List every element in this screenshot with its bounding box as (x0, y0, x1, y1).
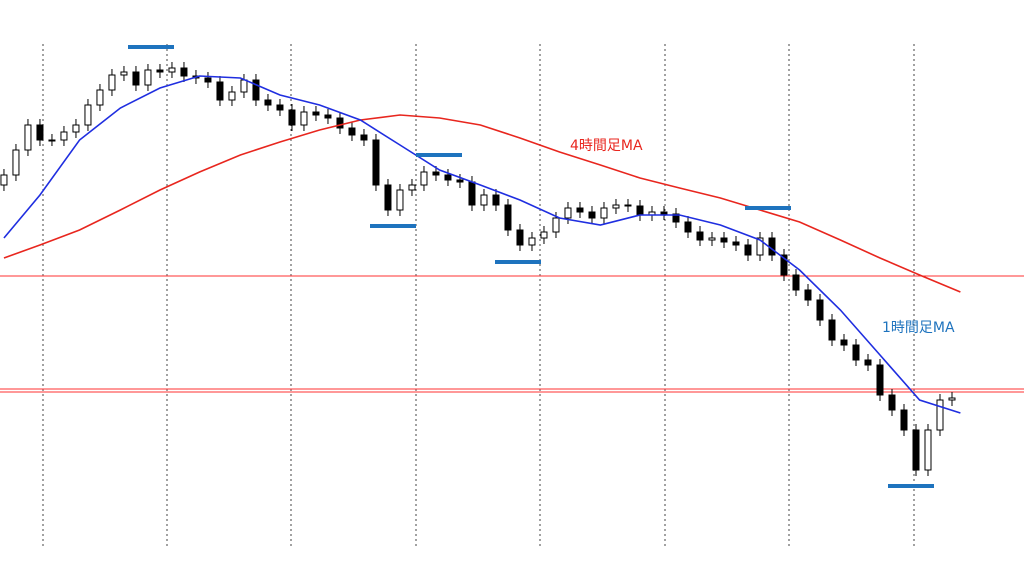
candle-body (276, 104, 284, 111)
candle-body (324, 114, 332, 119)
plot (0, 62, 1024, 476)
candle-body (228, 91, 236, 101)
candle-body (876, 364, 884, 396)
candle-body (336, 117, 344, 129)
candle-body (264, 99, 272, 106)
candle-body (612, 204, 620, 209)
candle-body (708, 237, 716, 241)
candle-body (852, 344, 860, 361)
candle-body (924, 429, 932, 471)
candle-body (108, 74, 116, 91)
candle-body (252, 79, 260, 101)
candle-body (936, 399, 944, 431)
candle-body (0, 174, 8, 186)
candle-body (720, 237, 728, 243)
candle-body (288, 109, 296, 126)
candle-body (204, 77, 212, 83)
candle-body (948, 397, 956, 401)
candle-body (528, 237, 536, 246)
candle-body (588, 211, 596, 219)
candle-body (552, 217, 560, 233)
candle-body (12, 149, 20, 176)
candle-body (696, 231, 704, 241)
candle-body (540, 231, 548, 239)
candle-body (360, 134, 368, 141)
candle-body (120, 71, 128, 76)
candle-body (684, 221, 692, 233)
candle-body (408, 184, 416, 191)
candle-body (468, 181, 476, 206)
candle-body (888, 394, 896, 411)
candle-body (444, 174, 452, 181)
vertical-grid (42, 44, 915, 548)
candle-body (216, 81, 224, 101)
candle-body (516, 229, 524, 246)
candle-body (384, 184, 392, 211)
candle-body (636, 205, 644, 216)
candle-body (456, 179, 464, 183)
candle-body (660, 211, 668, 215)
candle-body (864, 359, 872, 366)
candle-body (24, 124, 32, 151)
moving-average (3, 75, 961, 414)
candle-body (828, 319, 836, 341)
candle-body (312, 111, 320, 116)
candle-body (156, 69, 164, 73)
candle-body (300, 111, 308, 126)
candle-body (564, 207, 572, 219)
candle-body (132, 71, 140, 86)
candle-body (624, 204, 632, 207)
candle-body (900, 409, 908, 431)
candle-body (420, 171, 428, 186)
level-markers (128, 45, 934, 488)
candle-body (744, 244, 752, 256)
candle-body (84, 104, 92, 126)
candle-body (672, 213, 680, 223)
ma-label: 4時間足MA (570, 138, 643, 154)
candle-body (432, 171, 440, 176)
candle-body (144, 69, 152, 86)
candle-body (804, 289, 812, 301)
candle-body (912, 429, 920, 471)
candle-body (240, 79, 248, 93)
candle-body (48, 139, 56, 142)
candle-body (780, 254, 788, 276)
candle-body (72, 124, 80, 133)
candle-body (504, 204, 512, 231)
candle-body (168, 67, 176, 73)
candle-body (756, 237, 764, 256)
candle-body (792, 274, 800, 291)
candle-body (492, 194, 500, 206)
candle-body (480, 194, 488, 206)
candle-body (36, 124, 44, 141)
candle-body (96, 89, 104, 106)
candle-body (600, 207, 608, 219)
candle-body (396, 189, 404, 211)
moving-average (3, 114, 961, 293)
ma-label: 1時間足MA (882, 320, 955, 336)
candle-body (60, 131, 68, 141)
candle-body (372, 139, 380, 186)
candle-body (180, 67, 188, 77)
candle-body (348, 127, 356, 136)
candle-body (732, 241, 740, 246)
candle-body (816, 299, 824, 321)
candle-body (576, 207, 584, 213)
candle-body (840, 339, 848, 346)
